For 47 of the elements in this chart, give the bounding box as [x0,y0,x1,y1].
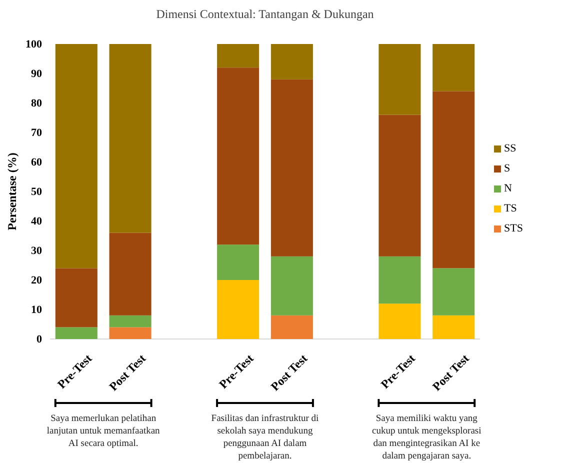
bar [270,79,313,256]
bar [378,44,421,115]
y-tick-label: 50 [31,186,42,198]
bar [55,44,98,268]
bar [432,268,475,316]
y-tick-label: 90 [31,68,42,80]
bar [378,114,421,256]
bar [109,327,152,339]
bar [109,315,152,328]
x-tick-label: Post Test [430,351,472,394]
bar [55,327,98,339]
text: Saya memerlukan pelatihan lanjutan untuk memanfaatkan AI secara optimal. [46,414,160,449]
bar [217,68,260,245]
legend-label: S [504,162,510,174]
bar [378,256,421,304]
legend-label: SS [504,142,516,154]
bar [270,256,313,316]
y-tick-label: 80 [31,98,42,110]
bar [217,280,260,339]
y-tick-label: 20 [31,274,42,287]
x-tick-label: Post Test [106,351,149,394]
y-tick-label: 0 [36,334,42,346]
y-tick-label: 30 [31,245,42,258]
bar [55,268,98,328]
bar [270,44,313,80]
bar [432,315,475,339]
legend-label: STS [504,222,523,234]
legend-label: N [504,182,512,194]
bar [217,244,260,280]
bar [217,44,260,68]
y-tick-label: 60 [31,156,42,169]
y-axis-title: Persentase (%) [5,152,19,230]
text: Fasilitas dan infrastruktur di sekolah saya mendukung penggunaan AI dalam pembelajaran. [211,414,320,462]
x-tick-label: Post Test [268,351,310,394]
y-tick-label: 10 [31,304,42,316]
y-tick-label: 40 [31,216,42,228]
bar [109,44,152,233]
y-tick-label: 100 [26,38,42,51]
chart-title: Dimensi Contextual: Tantangan & Dukungan [156,7,374,21]
bar [109,232,152,316]
y-tick-label: 70 [31,127,42,140]
text: Saya memiliki waktu yang cukup untuk mengeksplorasi dan mengintegrasikan AI ke dalam pengajaran saya. [372,414,482,462]
bar [378,304,421,339]
bar [270,315,313,339]
legend-label: TS [504,202,517,214]
bar [432,44,475,92]
bar [432,91,475,268]
